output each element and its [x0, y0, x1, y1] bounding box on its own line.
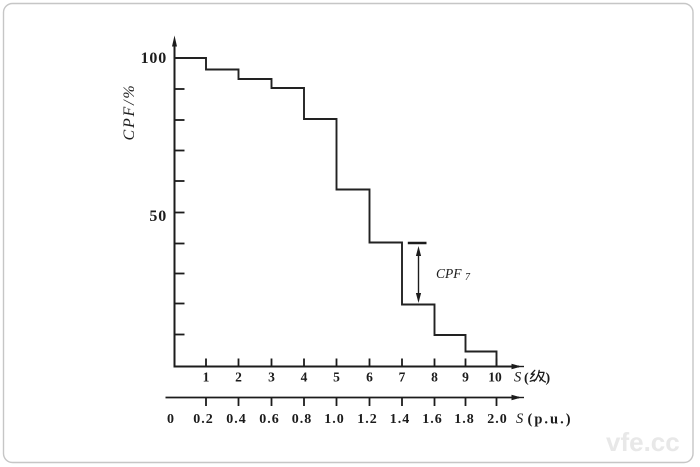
- svg-text:1.2: 1.2: [357, 412, 378, 427]
- svg-text:1: 1: [203, 370, 210, 385]
- svg-text:1.0: 1.0: [324, 412, 345, 427]
- svg-text:(p.u.): (p.u.): [528, 412, 573, 428]
- svg-text:7: 7: [399, 370, 406, 385]
- svg-text:(: (: [524, 371, 529, 386]
- svg-text:CPF/%: CPF/%: [121, 84, 138, 141]
- svg-text:5: 5: [333, 370, 340, 385]
- svg-text:9: 9: [462, 370, 469, 385]
- svg-text:vfe.cc: vfe.cc: [606, 427, 680, 457]
- svg-text:CPF: CPF: [436, 266, 462, 281]
- svg-text:0.4: 0.4: [226, 412, 247, 427]
- svg-text:7: 7: [465, 272, 471, 283]
- svg-text:1.8: 1.8: [454, 412, 475, 427]
- svg-text:4: 4: [301, 370, 308, 385]
- svg-text:1.6: 1.6: [422, 412, 443, 427]
- svg-text:3: 3: [268, 370, 275, 385]
- svg-text:S: S: [516, 411, 524, 427]
- svg-text:2: 2: [235, 370, 242, 385]
- svg-text:): ): [546, 371, 551, 386]
- svg-text:8: 8: [431, 370, 438, 385]
- svg-text:50: 50: [149, 208, 167, 225]
- svg-text:0: 0: [167, 412, 175, 427]
- svg-text:6: 6: [366, 370, 373, 385]
- svg-text:2.0: 2.0: [487, 412, 508, 427]
- svg-text:1.4: 1.4: [390, 412, 411, 427]
- svg-text:0.8: 0.8: [292, 412, 313, 427]
- svg-text:0.2: 0.2: [193, 412, 214, 427]
- svg-text:S: S: [514, 370, 522, 386]
- svg-text:0.6: 0.6: [259, 412, 280, 427]
- svg-text:100: 100: [141, 50, 167, 67]
- svg-text:10: 10: [488, 370, 502, 385]
